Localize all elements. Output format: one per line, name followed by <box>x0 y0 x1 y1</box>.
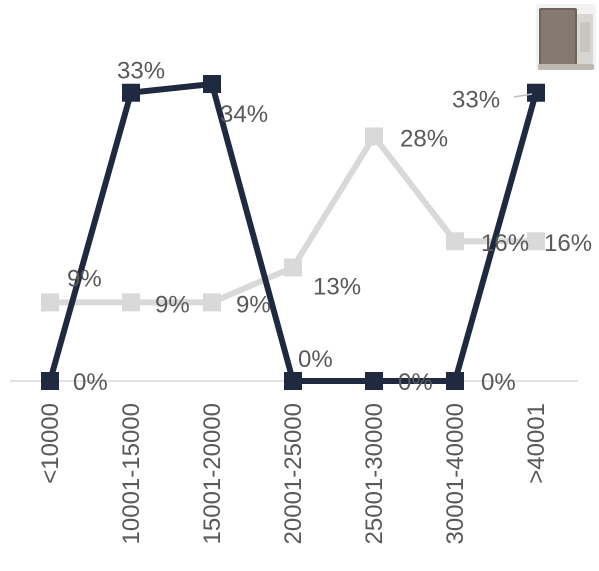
series-1-point <box>284 372 302 390</box>
series-2-point <box>41 293 59 312</box>
x-tick-label: 25001-30000 <box>361 403 388 544</box>
data-label: 13% <box>313 273 361 300</box>
x-tick-label: <10000 <box>37 403 64 484</box>
series-2-point <box>527 232 545 251</box>
series-2-point <box>446 232 464 251</box>
series-1-point <box>365 372 383 390</box>
data-label: 0% <box>481 369 516 396</box>
x-tick-label: 15001-20000 <box>199 403 226 544</box>
data-label: 0% <box>398 369 433 396</box>
humidifier-product-icon <box>536 4 596 70</box>
data-label: 34% <box>220 101 268 128</box>
data-label: 33% <box>452 87 500 114</box>
series-2-point <box>122 293 140 312</box>
series-2-point <box>284 258 302 277</box>
label-leader-line <box>513 93 533 98</box>
data-label: 16% <box>544 230 592 257</box>
x-tick-label: 20001-25000 <box>280 403 307 544</box>
data-label: 9% <box>67 265 102 292</box>
data-label: 0% <box>298 346 333 373</box>
series-1-point <box>122 83 140 102</box>
data-label: 9% <box>236 291 271 318</box>
data-label: 0% <box>73 369 108 396</box>
data-label: 9% <box>155 291 190 318</box>
data-label: 33% <box>117 58 165 85</box>
x-tick-label: 30001-40000 <box>442 403 469 544</box>
series-2-point <box>203 293 221 312</box>
data-label: 16% <box>481 230 529 257</box>
series-1-point <box>527 83 545 102</box>
x-tick-label: 10001-15000 <box>118 403 145 544</box>
series-1-point <box>203 75 221 94</box>
series-1-point <box>41 372 59 390</box>
series-1-point <box>446 372 464 390</box>
series-2-point <box>365 127 383 146</box>
x-tick-label: >40001 <box>523 403 550 484</box>
series-2-line <box>50 131 536 306</box>
data-label: 28% <box>400 125 448 152</box>
